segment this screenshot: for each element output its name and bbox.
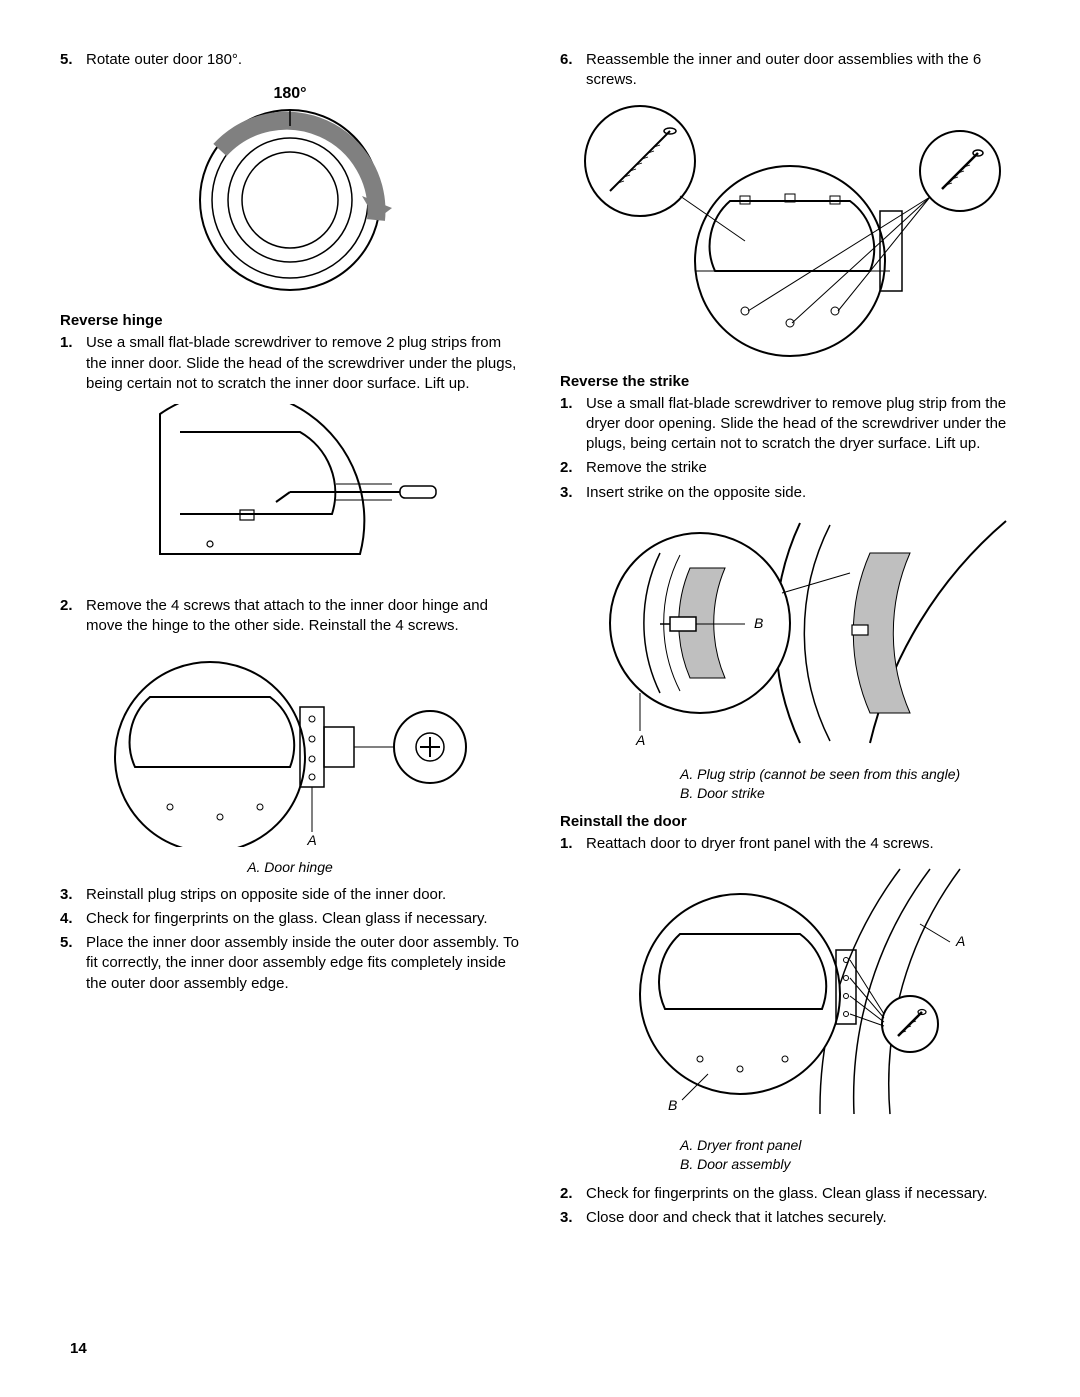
rs-step-3: 3. Insert strike on the opposite side. (560, 483, 1020, 503)
step-5-text: Rotate outer door 180°. (86, 50, 520, 70)
ri-step-2-num: 2. (560, 1184, 586, 1204)
step-6-text: Reassemble the inner and outer door asse… (586, 50, 1020, 91)
rh-step-3: 3. Reinstall plug strips on opposite sid… (60, 885, 520, 905)
rotate-label: 180° (273, 85, 306, 102)
rs-step-1-text: Use a small flat-blade screwdriver to re… (586, 394, 1020, 455)
figure-strike: B A (560, 513, 1020, 753)
ri-step-2-text: Check for fingerprints on the glass. Cle… (586, 1184, 1020, 1204)
reinstall-caption-a: A. Dryer front panel (680, 1136, 1020, 1155)
strike-label-b: B (754, 615, 763, 631)
reverse-strike-heading: Reverse the strike (560, 373, 1020, 390)
hinge-caption: A. Door hinge (60, 859, 520, 875)
rh-step-1-num: 1. (60, 333, 86, 394)
ri-step-1-num: 1. (560, 834, 586, 854)
rs-step-1-num: 1. (560, 394, 586, 455)
figure-reassemble-screws (560, 101, 1020, 361)
ri-step-3-num: 3. (560, 1208, 586, 1228)
rs-step-3-text: Insert strike on the opposite side. (586, 483, 1020, 503)
rh-step-5-num: 5. (60, 933, 86, 994)
step-6-row: 6. Reassemble the inner and outer door a… (560, 50, 1020, 91)
rh-step-2-num: 2. (60, 596, 86, 637)
rh-step-5-text: Place the inner door assembly inside the… (86, 933, 520, 994)
rs-step-3-num: 3. (560, 483, 586, 503)
reinstall-caption-b: B. Door assembly (680, 1155, 1020, 1174)
page-columns: 5. Rotate outer door 180°. 180° Reverse … (60, 50, 1020, 1232)
rh-step-5: 5. Place the inner door assembly inside … (60, 933, 520, 994)
strike-caption-b: B. Door strike (680, 784, 1020, 803)
ri-step-2: 2. Check for fingerprints on the glass. … (560, 1184, 1020, 1204)
step-6-number: 6. (560, 50, 586, 91)
reverse-hinge-heading: Reverse hinge (60, 312, 520, 329)
left-column: 5. Rotate outer door 180°. 180° Reverse … (60, 50, 520, 1232)
hinge-label-a: A (306, 832, 316, 847)
ri-step-1: 1. Reattach door to dryer front panel wi… (560, 834, 1020, 854)
rh-step-4-num: 4. (60, 909, 86, 929)
figure-reinstall: A B (560, 864, 1020, 1124)
figure-rotate-180: 180° (60, 80, 520, 300)
rh-step-1: 1. Use a small flat-blade screwdriver to… (60, 333, 520, 394)
ri-step-3: 3. Close door and check that it latches … (560, 1208, 1020, 1228)
rs-step-1: 1. Use a small flat-blade screwdriver to… (560, 394, 1020, 455)
page-number: 14 (70, 1340, 87, 1357)
ri-step-1-text: Reattach door to dryer front panel with … (586, 834, 1020, 854)
rh-step-2-text: Remove the 4 screws that attach to the i… (86, 596, 520, 637)
reinstall-caption: A. Dryer front panel B. Door assembly (680, 1136, 1020, 1174)
rs-step-2: 2. Remove the strike (560, 458, 1020, 478)
rh-step-3-num: 3. (60, 885, 86, 905)
reinstall-label-a: A (955, 933, 965, 949)
rh-step-1-text: Use a small flat-blade screwdriver to re… (86, 333, 520, 394)
rh-step-4: 4. Check for fingerprints on the glass. … (60, 909, 520, 929)
strike-caption-a: A. Plug strip (cannot be seen from this … (680, 765, 1020, 784)
rh-step-4-text: Check for fingerprints on the glass. Cle… (86, 909, 520, 929)
figure-screwdriver-plug (60, 404, 520, 584)
reinstall-heading: Reinstall the door (560, 813, 1020, 830)
rh-step-2: 2. Remove the 4 screws that attach to th… (60, 596, 520, 637)
rs-step-2-num: 2. (560, 458, 586, 478)
step-5-number: 5. (60, 50, 86, 70)
right-column: 6. Reassemble the inner and outer door a… (560, 50, 1020, 1232)
strike-caption: A. Plug strip (cannot be seen from this … (680, 765, 1020, 803)
rh-step-3-text: Reinstall plug strips on opposite side o… (86, 885, 520, 905)
step-5-row: 5. Rotate outer door 180°. (60, 50, 520, 70)
strike-label-a: A (635, 732, 645, 748)
rs-step-2-text: Remove the strike (586, 458, 1020, 478)
figure-door-hinge: A (60, 647, 520, 847)
ri-step-3-text: Close door and check that it latches sec… (586, 1208, 1020, 1228)
reinstall-label-b: B (668, 1097, 677, 1113)
